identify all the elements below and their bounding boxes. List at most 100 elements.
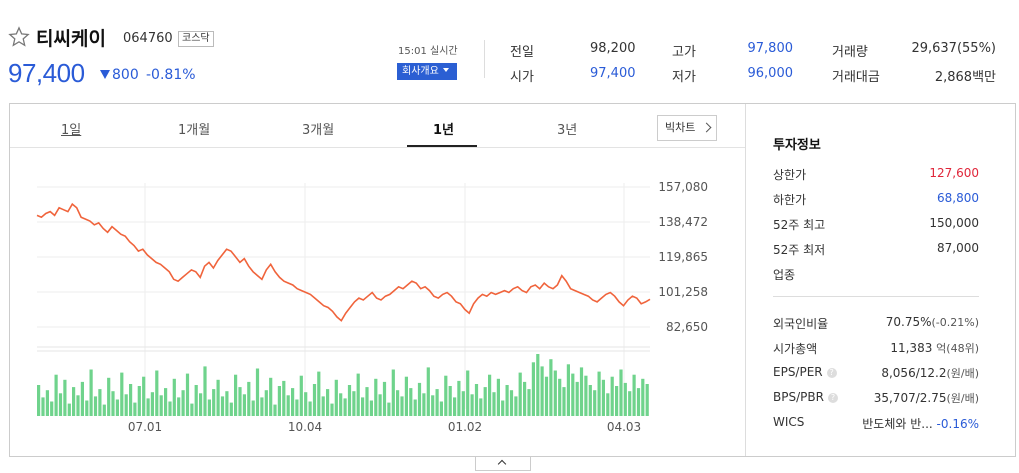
volume-bar: [444, 375, 448, 416]
change-amount: 800: [112, 67, 139, 83]
volume-bar: [234, 374, 238, 416]
volume-bar: [181, 390, 185, 416]
wics-value: 반도체와 반... -0.16%: [862, 415, 979, 432]
volume-bar: [129, 384, 133, 416]
volume-bar: [203, 366, 207, 416]
volume-bar: [251, 400, 255, 416]
volume-bar: [615, 386, 619, 416]
volume-bar: [317, 371, 321, 416]
volume-bar: [579, 367, 584, 416]
volume-bar: [142, 376, 146, 416]
wics-change: -0.16%: [936, 417, 979, 431]
current-price: 97,400: [8, 58, 85, 88]
market-cap-label: 시가총액: [773, 342, 818, 356]
volume-bar: [212, 389, 216, 416]
volume-bar: [558, 378, 562, 416]
stock-code: 064760: [123, 31, 173, 46]
collapse-toggle[interactable]: [475, 457, 531, 471]
volume-bar: [273, 404, 277, 416]
lower-limit-label: 하한가: [773, 193, 807, 207]
volume-bar: [137, 386, 141, 416]
tab-1year[interactable]: 1년: [433, 123, 455, 138]
volume-bar: [58, 393, 63, 416]
wics-sector[interactable]: 반도체와 반...: [862, 417, 933, 431]
change-percent: -0.81%: [146, 67, 196, 83]
volume-bar: [334, 379, 338, 416]
star-icon[interactable]: [8, 26, 30, 48]
eps-per-label: EPS/PER?: [773, 365, 837, 379]
volume-bar: [339, 393, 343, 416]
x-tick-label: 10.04: [288, 420, 322, 434]
volume-bar: [238, 387, 242, 416]
volume-bar: [260, 397, 264, 416]
volume-bar: [102, 404, 106, 416]
volume-bar: [80, 381, 84, 416]
caret-down-icon: [442, 68, 449, 72]
bps-pbr-number: 35,707/2.75: [873, 391, 947, 405]
volume-bar: [601, 379, 605, 416]
eps-per-unit: (원/배): [946, 367, 979, 380]
big-chart-label: 빅차트: [665, 121, 696, 134]
volume-bar: [199, 393, 203, 416]
volume-bar: [98, 389, 102, 416]
foreign-ratio-label: 외국인비율: [773, 317, 829, 331]
tab-3month[interactable]: 3개월: [302, 123, 335, 138]
x-tick-label: 01.02: [448, 420, 482, 434]
volume-bar: [439, 401, 443, 416]
sector-label: 업종: [773, 268, 796, 282]
volume-bar: [255, 368, 260, 416]
volume-bar: [321, 396, 325, 416]
volume-bar: [220, 396, 225, 416]
trade-amount-label: 거래대금: [832, 70, 880, 85]
volume-bar: [509, 390, 514, 416]
volume-bar: [527, 389, 531, 416]
volume-bar: [470, 394, 474, 416]
volume-bar: [124, 394, 128, 416]
volume-bar: [453, 397, 457, 416]
volume-bar: [518, 372, 522, 416]
volume-bar: [168, 401, 172, 416]
tab-1month[interactable]: 1개월: [178, 123, 211, 138]
down-arrow-icon: [100, 70, 110, 79]
volume-bar: [514, 396, 518, 416]
chevron-right-icon: [701, 122, 712, 133]
volume-bar: [164, 388, 168, 416]
volume-bar: [404, 376, 408, 416]
tab-1day[interactable]: 1일: [61, 123, 82, 138]
volume-bar: [426, 367, 430, 416]
volume-bar: [413, 399, 417, 416]
help-icon[interactable]: ?: [826, 368, 837, 378]
volume-bar: [76, 395, 80, 416]
volume-bar: [374, 378, 378, 416]
company-overview-button[interactable]: 회사개요: [397, 63, 457, 80]
volume-label: 거래량: [832, 45, 868, 60]
volume-bar: [361, 397, 365, 416]
upper-limit-label: 상한가: [773, 168, 807, 182]
volume-bar: [610, 376, 614, 416]
volume-bar: [369, 400, 373, 416]
low-label: 저가: [672, 70, 696, 85]
big-chart-button[interactable]: 빅차트: [657, 115, 717, 141]
investment-info: 투자정보 상한가 127,600 하한가 68,800 52주 최고 150,0…: [746, 104, 1015, 456]
price-chart[interactable]: 157,080 138,472 119,865 101,258 82,650 07.01 1…: [10, 149, 745, 454]
volume-bar: [623, 382, 627, 416]
active-tab-indicator: [407, 145, 477, 147]
help-icon[interactable]: ?: [827, 393, 838, 403]
volume-bar: [41, 397, 45, 416]
volume-bar: [63, 379, 67, 416]
price-line: [36, 202, 651, 322]
low-value: 96,000: [747, 66, 794, 81]
volume-bar: [326, 389, 330, 416]
volume-bar: [474, 384, 479, 416]
volume-bar: [461, 391, 465, 416]
volume-bar: [466, 370, 470, 416]
high-value: 97,800: [747, 41, 794, 56]
volume-bar: [391, 369, 395, 416]
info-title: 투자정보: [773, 138, 821, 153]
market-cap-number: 11,383: [890, 341, 933, 355]
volume-bar: [282, 380, 286, 416]
volume-bar: [628, 391, 632, 416]
tab-3year[interactable]: 3년: [557, 123, 578, 138]
volume-bar: [619, 369, 623, 416]
volume-bar: [356, 373, 360, 416]
